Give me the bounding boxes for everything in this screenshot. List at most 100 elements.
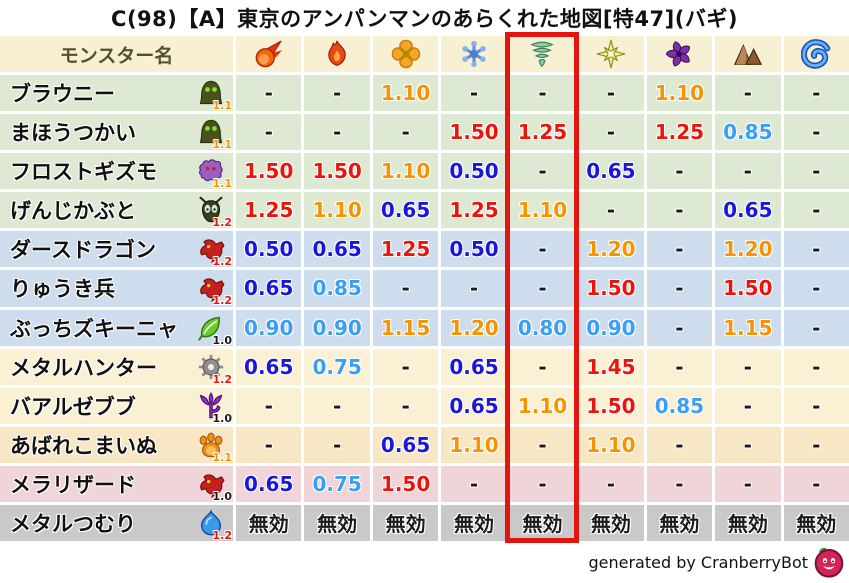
- resist-cell: -: [509, 426, 576, 463]
- resist-cell: -: [578, 465, 644, 502]
- monster-weight: 1.0: [212, 489, 233, 502]
- resist-cell: -: [509, 153, 576, 190]
- monster-name: フロストギズモ: [10, 160, 157, 185]
- cranberry-bot-icon: [813, 546, 845, 578]
- resist-cell: 0.65: [236, 348, 302, 385]
- resist-cell: -: [509, 75, 576, 112]
- resist-cell: -: [715, 153, 781, 190]
- dein-light-icon: [596, 39, 626, 69]
- page-title: C(98)【A】東京のアンパンマンのあらくれた地図[特47](バギ): [111, 7, 738, 31]
- resist-cell: -: [646, 348, 713, 385]
- resist-cell: 0.85: [646, 387, 713, 424]
- resist-cell: 1.50: [372, 465, 439, 502]
- resist-cell: 無効: [646, 504, 713, 541]
- resist-cell: 1.10: [441, 426, 507, 463]
- monster-name: メラリザード: [10, 472, 136, 497]
- resist-cell: -: [509, 231, 576, 268]
- resist-cell: 1.50: [441, 114, 507, 151]
- leaf-monster-icon: 1.0: [197, 314, 232, 346]
- beetle-monster-icon: 1.2: [197, 196, 232, 228]
- resist-cell: 1.20: [715, 231, 781, 268]
- resist-cell: 無効: [372, 504, 439, 541]
- resist-cell: 1.25: [372, 231, 439, 268]
- slime-monster-icon: 1.2: [197, 509, 232, 541]
- resist-cell: 1.25: [646, 114, 713, 151]
- resist-cell: 1.10: [372, 75, 439, 112]
- gear-monster-icon: 1.2: [197, 353, 232, 385]
- resist-cell: 1.50: [578, 387, 644, 424]
- resist-cell: -: [236, 387, 302, 424]
- hooded-blob-monster-icon: 1.1: [197, 79, 232, 111]
- monster-name: ダースドラゴン: [10, 238, 156, 263]
- resist-cell: 1.45: [578, 348, 644, 385]
- resist-cell: -: [646, 192, 713, 229]
- resist-cell: 0.85: [715, 114, 781, 151]
- resist-cell: -: [441, 270, 507, 307]
- resist-cell: 1.50: [304, 153, 370, 190]
- element-header-cell: [372, 36, 439, 73]
- resist-cell: 0.85: [304, 270, 370, 307]
- monster-name-cell: りゅうき兵 1.2: [0, 270, 233, 307]
- resist-cell: 1.10: [578, 426, 644, 463]
- resist-cell: 無効: [509, 504, 576, 541]
- element-header-cell: [304, 36, 370, 73]
- resist-cell: 0.65: [372, 426, 439, 463]
- resist-cell: -: [715, 348, 781, 385]
- resist-cell: -: [304, 75, 370, 112]
- resistance-table: モンスター名 ブラウニー 1.1- -1.10- - -1.10- - まほうつかい 1.1- -…: [0, 36, 849, 541]
- resist-cell: -: [304, 387, 370, 424]
- resist-cell: 0.75: [304, 465, 370, 502]
- resist-cell: -: [509, 465, 576, 502]
- resist-cell: -: [372, 114, 439, 151]
- resist-cell: 1.15: [372, 309, 439, 346]
- resist-cell: 1.25: [441, 192, 507, 229]
- monster-name-cell: フロストギズモ 1.1: [0, 153, 233, 190]
- resist-cell: -: [236, 114, 302, 151]
- resist-cell: -: [372, 348, 439, 385]
- resist-cell: -: [236, 75, 302, 112]
- resist-cell: -: [646, 426, 713, 463]
- resist-cell: -: [441, 75, 507, 112]
- resist-cell: 0.65: [715, 192, 781, 229]
- resist-cell: -: [715, 75, 781, 112]
- resist-cell: 1.50: [236, 153, 302, 190]
- resist-cell: -: [578, 75, 644, 112]
- dragon-head-monster-icon: 1.0: [197, 470, 232, 502]
- resist-cell: 1.10: [646, 75, 713, 112]
- monster-name: バアルゼブブ: [10, 394, 136, 419]
- monster-weight: 1.2: [212, 528, 233, 541]
- resist-cell: -: [441, 465, 507, 502]
- resist-cell: 1.10: [304, 192, 370, 229]
- resist-cell: 0.90: [578, 309, 644, 346]
- resist-cell: 0.65: [304, 231, 370, 268]
- resist-cell: 1.10: [372, 153, 439, 190]
- resist-cell: 無効: [441, 504, 507, 541]
- resist-cell: -: [509, 348, 576, 385]
- resist-cell: 0.50: [441, 231, 507, 268]
- credit-text: generated by CranberryBot: [588, 552, 808, 572]
- element-header-cell: [509, 36, 576, 73]
- resist-cell: 0.90: [304, 309, 370, 346]
- resist-cell: 0.50: [236, 231, 302, 268]
- monster-weight: 1.2: [212, 216, 233, 229]
- monster-name: あばれこまいぬ: [10, 433, 157, 458]
- monster-weight: 1.1: [212, 138, 233, 151]
- mera-fire-icon: [254, 39, 284, 69]
- bagi-wind-icon: [527, 39, 557, 69]
- resist-cell: -: [578, 114, 644, 151]
- monster-weight: 1.2: [212, 372, 233, 385]
- resist-cell: -: [783, 348, 849, 385]
- resist-cell: 0.65: [441, 387, 507, 424]
- monster-name: メタルハンター: [10, 355, 157, 380]
- element-header-cell: [715, 36, 781, 73]
- resist-cell: -: [236, 426, 302, 463]
- monster-name-cell: バアルゼブブ 1.0: [0, 387, 233, 424]
- element-header-cell: [783, 36, 849, 73]
- monster-name-cell: ダースドラゴン 1.2: [0, 231, 233, 268]
- resist-cell: 0.50: [441, 153, 507, 190]
- monster-name-cell: まほうつかい 1.1: [0, 114, 233, 151]
- monster-name-cell: げんじかぶと 1.2: [0, 192, 233, 229]
- resist-cell: 無効: [715, 504, 781, 541]
- monster-weight: 1.1: [212, 450, 233, 463]
- resist-cell: 1.10: [509, 387, 576, 424]
